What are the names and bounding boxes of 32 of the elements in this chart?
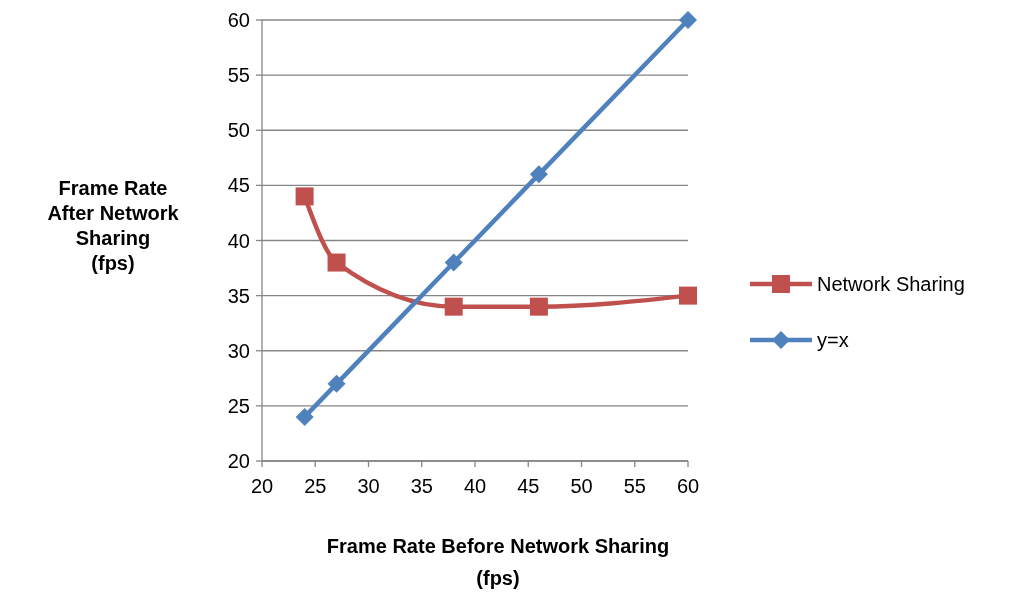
x-tick-label: 45 [517, 475, 540, 497]
x-tick-label: 40 [463, 475, 487, 497]
point [295, 407, 314, 426]
point [679, 11, 697, 29]
y-tick-label: 45 [227, 174, 250, 197]
legend-label: y=x [817, 329, 849, 351]
x-tick-label: 60 [676, 475, 700, 497]
y-tick-label: 40 [227, 229, 250, 252]
y-tick-label: 50 [227, 119, 250, 142]
x-tick-label: 20 [250, 475, 274, 497]
point [444, 253, 463, 272]
point [679, 286, 697, 305]
point [327, 253, 346, 272]
legend-label: Network Sharing [817, 273, 965, 295]
point [327, 374, 346, 393]
y-tick-label: 20 [227, 450, 250, 472]
point [444, 297, 463, 316]
point [529, 165, 548, 184]
x-tick-label: 35 [410, 475, 433, 497]
x-tick-label: 50 [570, 475, 593, 497]
y-axis-title: Frame Rate After Network Sharing (fps) [47, 177, 180, 274]
y-tick-label: 55 [227, 64, 250, 87]
x-axis-title: Frame Rate Before Network Sharing (fps) [326, 535, 670, 589]
x-tick-label: 30 [357, 475, 380, 497]
x-tick-label: 55 [623, 475, 646, 497]
y-tick-label: 35 [227, 284, 250, 307]
y-tick-label: 25 [227, 394, 250, 417]
x-tick-label: 25 [304, 475, 327, 497]
point [529, 297, 548, 316]
y-tick-label: 60 [227, 9, 250, 31]
y-tick-label: 30 [227, 339, 250, 362]
point [295, 187, 314, 206]
